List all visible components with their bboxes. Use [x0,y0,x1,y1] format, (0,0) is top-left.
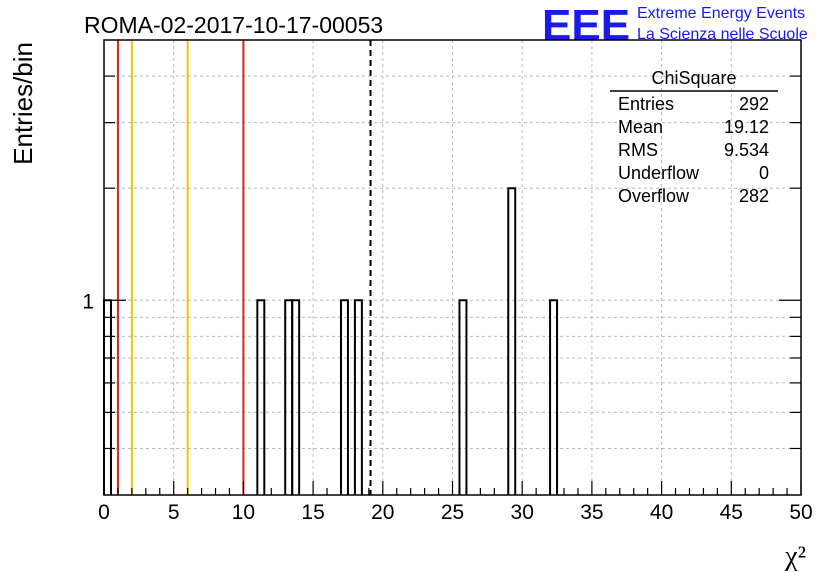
histogram-bar [291,299,301,495]
histogram-bar [458,299,468,495]
x-tick-label: 45 [720,501,743,524]
stats-label: Underflow [618,163,700,183]
y-axis-title: Entries/bin [8,42,38,165]
x-tick-label: 5 [168,501,180,524]
axes: 0 5 10 15 20 25 30 35 40 45 50 1 [82,39,813,524]
x-tick-label: 0 [98,501,110,524]
x-tick-label: 20 [371,501,394,524]
x-tick-label: 10 [232,501,255,524]
stats-title: ChiSquare [651,68,736,88]
stats-value: 282 [739,186,769,206]
histogram-bar [284,299,294,495]
stats-label: Mean [618,117,663,137]
x-tick-label: 30 [511,501,534,524]
stats-label: RMS [618,140,658,160]
x-tick-label: 25 [441,501,464,524]
eee-logo-line1: Extreme Energy Events [637,5,805,22]
stats-value: 0 [759,163,769,183]
stats-value: 292 [739,94,769,114]
x-tick-label: 35 [580,501,603,524]
y-tick-label: 1 [82,290,94,313]
stats-value: 19.12 [724,117,769,137]
eee-logo-mark: EEE [542,1,630,50]
run-title: ROMA-02-2017-10-17-00053 [84,12,383,38]
histogram-bar [339,299,349,495]
histogram-bar [256,299,266,495]
stats-box: ChiSquare Entries 292 Mean 19.12 RMS 9.534 Und… [610,68,778,206]
stats-value: 9.534 [724,140,769,160]
eee-logo-line2: La Scienza nelle Scuole [637,26,808,43]
grid [104,40,801,495]
histogram-bar [353,299,363,495]
eee-logo: EEE Extreme Energy Events La Scienza nel… [542,1,808,50]
histogram-bar [103,299,112,495]
x-tick-label: 50 [789,501,812,524]
stats-label: Overflow [618,186,690,206]
x-tick-label: 15 [301,501,324,524]
histogram-bars [103,187,559,495]
x-axis-title: χ² [784,541,806,572]
histogram-bar [549,299,559,495]
x-tick-label: 40 [650,501,673,524]
histogram-bar [507,187,517,495]
stats-label: Entries [618,94,674,114]
threshold-lines [116,40,372,495]
